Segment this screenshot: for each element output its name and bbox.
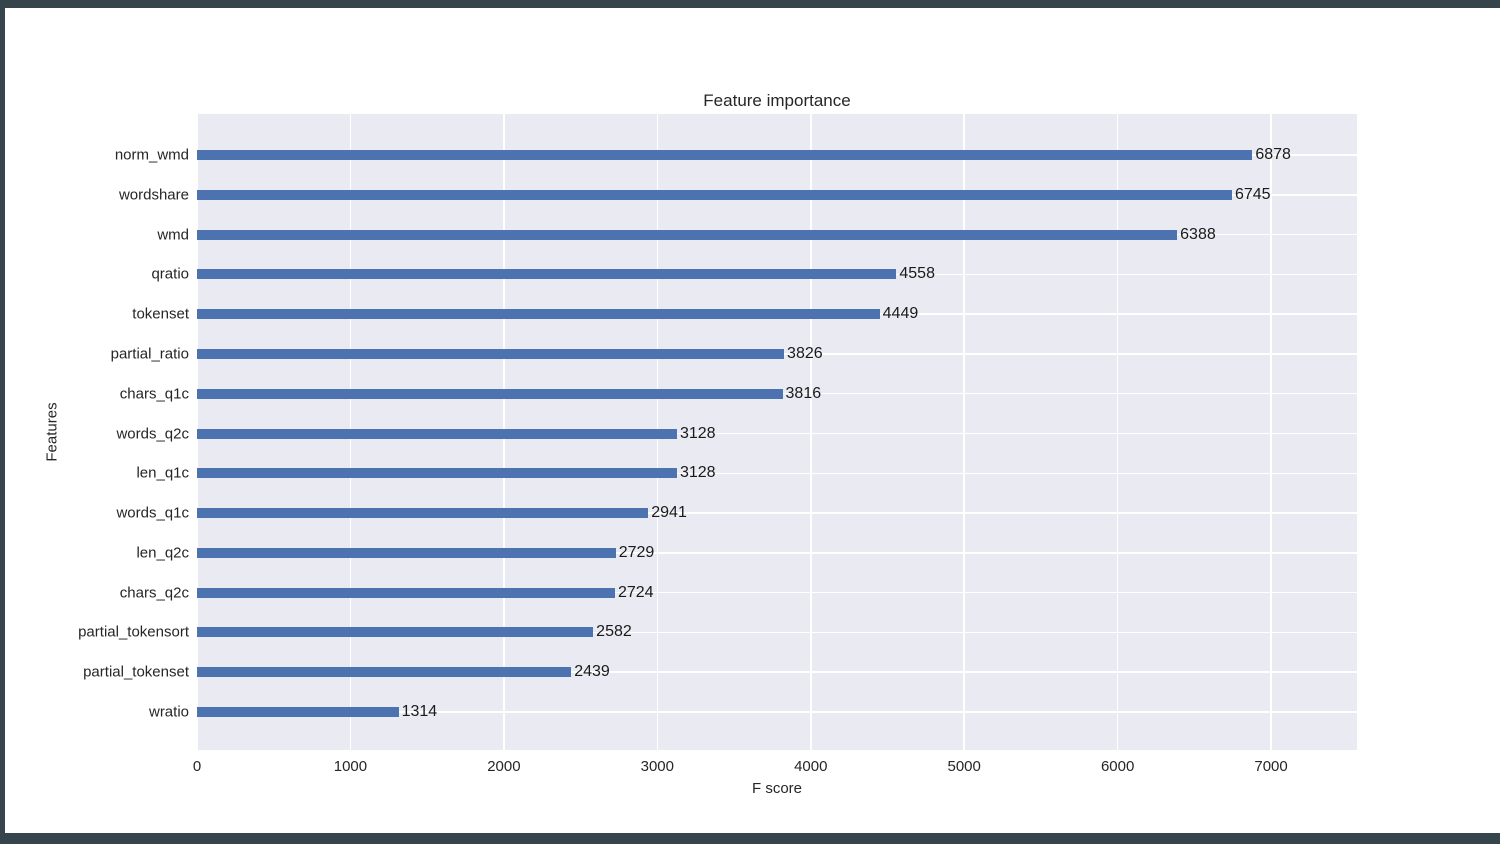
x-tick-label: 3000 [640, 758, 674, 775]
y-tick-label: chars_q1c [119, 385, 189, 403]
x-tick-label: 2000 [487, 758, 521, 775]
y-tick-label: norm_wmd [114, 146, 189, 164]
gridline-h [197, 512, 1357, 514]
bar-value-label: 2439 [574, 663, 610, 681]
x-tick-label: 5000 [947, 758, 981, 775]
chart-title: Feature importance [703, 91, 851, 110]
bar-value-label: 2724 [617, 583, 654, 601]
bar [197, 189, 1232, 200]
gridline-v [1270, 114, 1272, 750]
bar [197, 348, 785, 359]
gridline-h [197, 591, 1357, 594]
gridline-h [197, 472, 1357, 475]
bar-value-label: 1314 [401, 703, 438, 720]
bar [197, 468, 677, 479]
bar-value-label: 2729 [618, 543, 655, 561]
bar [197, 269, 897, 280]
x-tick-label: 1000 [333, 758, 368, 775]
y-tick-label: len_q1c [136, 464, 189, 482]
y-tick-label: qratio [151, 265, 189, 283]
y-tick-label: partial_tokenset [83, 663, 189, 681]
bar [197, 547, 616, 558]
bar [197, 309, 880, 320]
y-tick-label: chars_q2c [119, 584, 189, 602]
bar [197, 428, 677, 439]
plot-area: 6878 6745 6388 4558 4449 3826 3816 3128 3128 2941… [196, 114, 1357, 750]
y-tick-label: len_q2c [136, 544, 189, 562]
bar [197, 508, 649, 519]
bar [197, 627, 594, 638]
bar-value-label: 2941 [651, 504, 687, 522]
y-tick-label: tokenset [132, 305, 189, 323]
bar [197, 388, 783, 399]
y-tick-label: partial_tokensort [78, 623, 189, 641]
y-tick-label: wordshare [118, 186, 189, 204]
gridline-h [197, 432, 1357, 435]
figure-canvas: Feature importance Features 6878 6745 6388… [5, 8, 1500, 833]
x-tick-label: 4000 [794, 758, 828, 775]
gridline-h [197, 631, 1357, 634]
feature-importance-figure: Feature importance Features 6878 6745 6388… [5, 8, 1500, 833]
bar [197, 229, 1178, 240]
y-tick-label: words_q1c [116, 504, 189, 522]
x-tick-label: 7000 [1254, 758, 1288, 775]
x-tick-label: 0 [192, 758, 202, 775]
y-tick-label: words_q2c [116, 425, 189, 442]
gridline-h [197, 711, 1357, 713]
bar [197, 587, 615, 598]
gridline-h [197, 552, 1357, 554]
bar-value-label: 3826 [787, 344, 823, 362]
bar-value-label: 3128 [679, 464, 716, 482]
bar-value-label: 4449 [882, 305, 919, 323]
bar-value-label: 6388 [1180, 225, 1216, 243]
y-tick-label: wmd [157, 226, 189, 244]
gridline-v [810, 114, 812, 750]
x-tick-label: 6000 [1100, 758, 1135, 775]
x-axis-label: F score [751, 780, 802, 797]
bar-value-label: 3128 [679, 424, 716, 442]
bar-value-label: 6878 [1255, 146, 1291, 163]
bar-value-label: 2582 [596, 623, 632, 641]
bar-value-label: 4558 [899, 265, 935, 283]
gridline-v [1116, 114, 1119, 750]
bar-value-label: 6745 [1234, 185, 1271, 203]
y-tick-label: partial_ratio [110, 345, 189, 363]
bar [197, 667, 572, 678]
bar [197, 150, 1253, 160]
y-tick-label: wratio [148, 703, 189, 721]
gridline-h [197, 671, 1357, 673]
bar-value-label: 3816 [785, 384, 822, 402]
gridline-v [963, 114, 965, 750]
bar [197, 707, 399, 717]
